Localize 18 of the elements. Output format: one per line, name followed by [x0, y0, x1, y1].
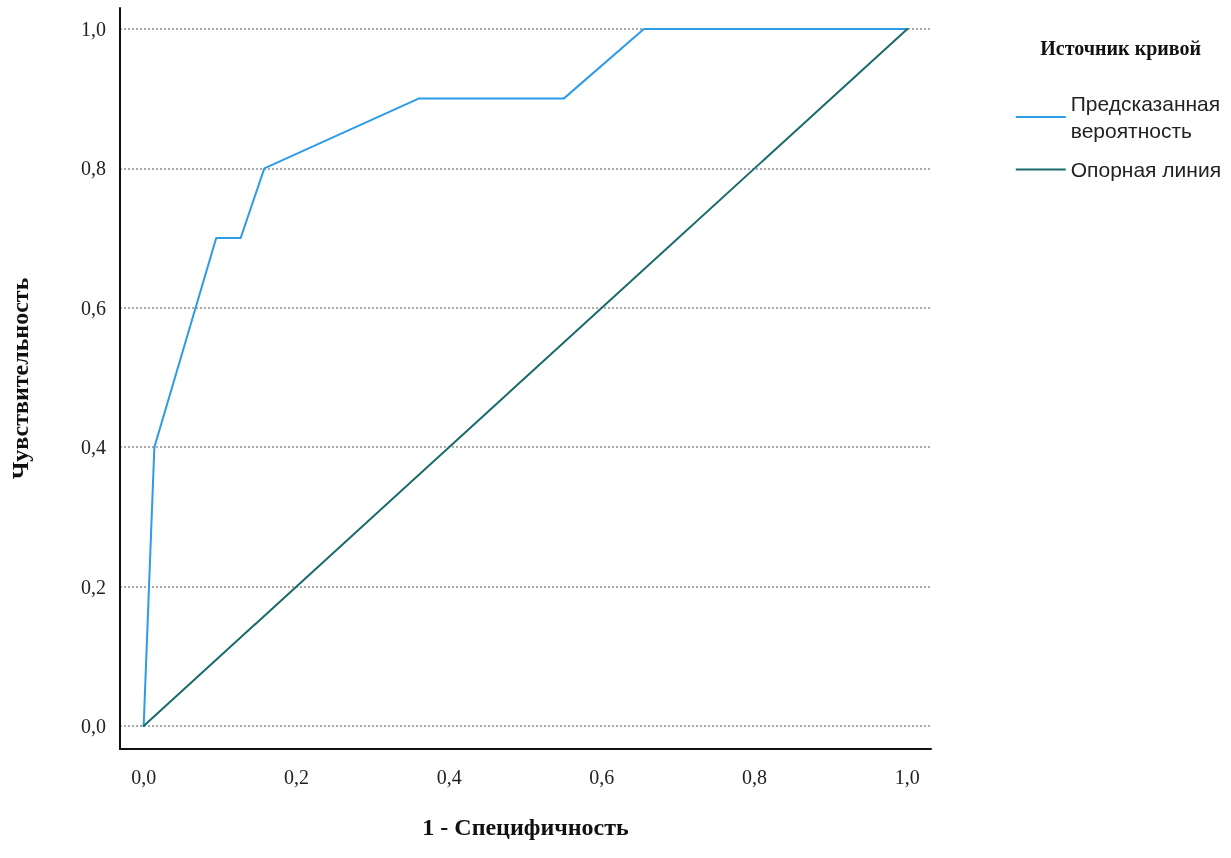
legend-label: Предсказанная вероятность [1070, 92, 1221, 142]
y-tick-label: 0,4 [81, 436, 106, 459]
y-tick-label: 0,0 [81, 715, 106, 737]
y-tick-label: 0,2 [81, 575, 106, 598]
x-tick-label: 0,8 [742, 766, 768, 788]
x-tick-label: 0,4 [436, 766, 462, 788]
x-tick-label: 0,2 [283, 766, 309, 788]
y-axis-title: Чувствительность [7, 277, 33, 480]
x-tick-label: 1,0 [894, 766, 920, 788]
legend-label: Опорная линия [1070, 158, 1221, 181]
y-tick-label: 0,6 [81, 296, 106, 319]
y-tick-label: 1,0 [81, 17, 106, 40]
x-axis-title: 1 - Специфичность [422, 814, 629, 840]
x-tick-label: 0,0 [131, 766, 157, 788]
line-series [142, 27, 909, 727]
x-tick-label: 0,6 [589, 766, 615, 788]
y-tick-label: 0,8 [81, 157, 106, 180]
legend-title: Источник кривой [1040, 37, 1201, 60]
